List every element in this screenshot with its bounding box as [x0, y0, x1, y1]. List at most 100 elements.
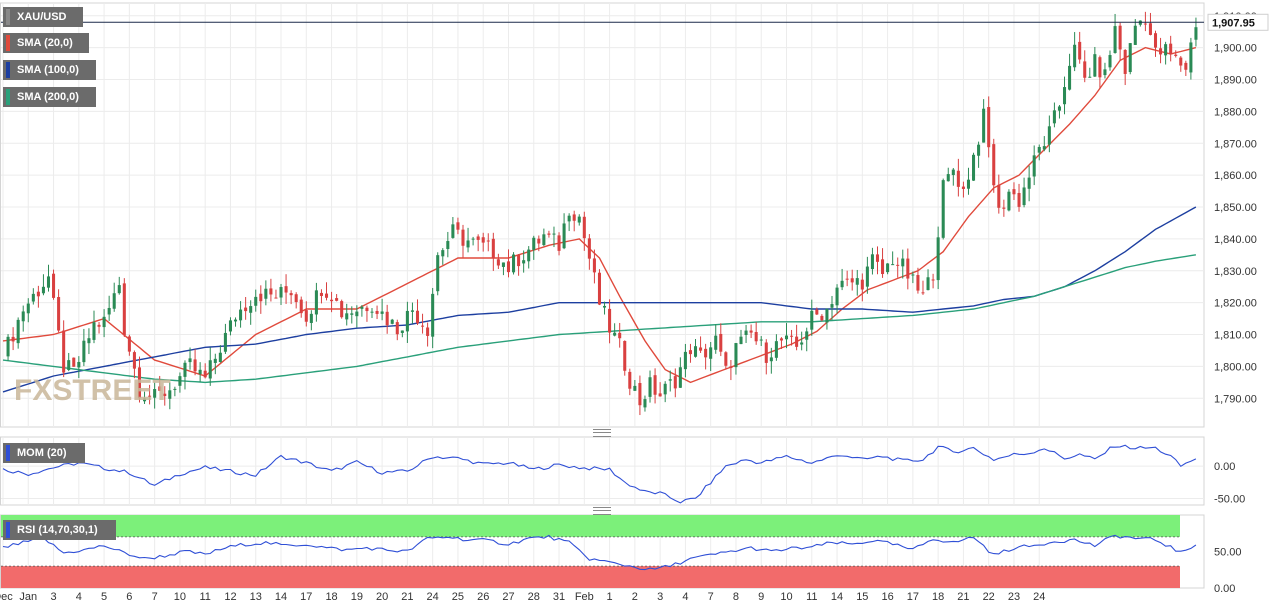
- pane-resize-handle-1[interactable]: [593, 429, 611, 437]
- candlestick: [739, 329, 743, 345]
- x-tick-label: 27: [502, 591, 514, 603]
- legend-mom[interactable]: MOM (20): [3, 443, 85, 463]
- candlestick: [112, 282, 116, 312]
- candle-body: [506, 261, 511, 273]
- candle-body: [668, 379, 672, 381]
- candle-body: [845, 278, 849, 280]
- candlestick: [992, 138, 996, 193]
- candle-body: [1169, 43, 1173, 55]
- y-tick-label: 1,830.00: [1214, 266, 1257, 278]
- candlestick: [597, 269, 601, 306]
- candle-body: [972, 154, 976, 181]
- candlestick: [663, 381, 667, 403]
- candle-body: [208, 360, 212, 379]
- candlestick: [603, 301, 607, 315]
- candle-body: [875, 254, 880, 262]
- x-tick-label: 4: [682, 591, 688, 603]
- candlestick: [1148, 12, 1152, 36]
- candlestick: [304, 301, 308, 327]
- candle-body: [749, 330, 753, 333]
- candle-body: [279, 287, 283, 298]
- x-tick-label: 7: [708, 591, 714, 603]
- candlestick: [31, 288, 35, 305]
- candlestick: [501, 262, 505, 276]
- candlestick: [1093, 46, 1097, 77]
- candlestick: [850, 269, 854, 291]
- candle-body: [77, 361, 81, 368]
- candle-body: [992, 144, 996, 186]
- candlestick: [178, 372, 182, 393]
- candle-body: [628, 371, 632, 389]
- sma100-swatch: [6, 62, 10, 78]
- candle-body: [41, 286, 45, 294]
- candle-body: [658, 393, 662, 397]
- candle-body: [830, 304, 834, 308]
- candle-body: [1103, 69, 1107, 76]
- candlestick: [228, 317, 232, 336]
- pane-resize-handle-2[interactable]: [593, 507, 611, 515]
- candlestick: [299, 296, 303, 318]
- x-tick-label: 14: [275, 591, 287, 603]
- legend-symbol[interactable]: XAU/USD: [3, 7, 83, 27]
- candle-body: [163, 393, 167, 397]
- candlestick: [749, 324, 753, 339]
- candlestick: [506, 249, 511, 278]
- candle-body: [1078, 41, 1082, 60]
- sma-line-3: [2, 254, 1197, 384]
- candlestick: [977, 141, 981, 168]
- candle-body: [790, 335, 794, 337]
- legend-rsi[interactable]: RSI (14,70,30,1): [3, 520, 116, 540]
- candlestick: [592, 249, 596, 284]
- x-tick-label: Dec: [0, 591, 13, 603]
- candlestick: [319, 289, 323, 304]
- legend-sma200[interactable]: SMA (200,0): [3, 87, 96, 107]
- candlestick: [805, 327, 809, 352]
- candle-body: [779, 338, 783, 341]
- x-tick-label: 22: [983, 591, 995, 603]
- candle-body: [522, 260, 526, 264]
- candle-body: [784, 335, 789, 340]
- legend-sma200-label: SMA (200,0): [17, 91, 79, 103]
- candlestick: [724, 351, 728, 370]
- candle-body: [764, 342, 768, 363]
- candlestick: [269, 278, 273, 302]
- candlestick: [143, 391, 147, 404]
- candle-body: [1098, 57, 1102, 78]
- candlestick: [385, 304, 389, 334]
- candle-body: [608, 308, 612, 333]
- candle-body: [653, 375, 657, 395]
- candlestick: [1179, 56, 1183, 72]
- mom-tick-label: -50.00: [1214, 494, 1245, 506]
- candlestick: [825, 308, 829, 330]
- candlestick: [966, 167, 971, 195]
- mom-tick-label: 0.00: [1214, 461, 1235, 473]
- candlestick: [911, 271, 915, 284]
- candlestick: [1068, 53, 1072, 91]
- candle-body: [421, 325, 425, 327]
- candlestick: [1103, 62, 1107, 79]
- y-tick-label: 1,880.00: [1214, 106, 1257, 118]
- candle-body: [385, 311, 389, 326]
- candle-body: [365, 307, 369, 312]
- candlestick: [562, 213, 566, 250]
- legend-sma100[interactable]: SMA (100,0): [3, 60, 96, 80]
- legend-sma20[interactable]: SMA (20,0): [3, 33, 89, 53]
- candle-body: [1164, 44, 1168, 56]
- candlestick: [1062, 76, 1067, 115]
- candlestick: [436, 252, 440, 296]
- candle-body: [431, 293, 435, 337]
- candle-body: [148, 395, 152, 397]
- candlestick: [714, 324, 718, 354]
- candlestick: [239, 301, 243, 328]
- candle-body: [865, 266, 869, 287]
- candle-body: [1057, 106, 1061, 111]
- candle-body: [1037, 146, 1041, 153]
- candlestick: [608, 299, 612, 344]
- candlestick: [754, 322, 758, 345]
- candle-body: [466, 240, 470, 248]
- candle-body: [1108, 55, 1112, 68]
- candle-body: [769, 357, 773, 362]
- candle-body: [800, 342, 804, 345]
- candle-body: [739, 336, 743, 345]
